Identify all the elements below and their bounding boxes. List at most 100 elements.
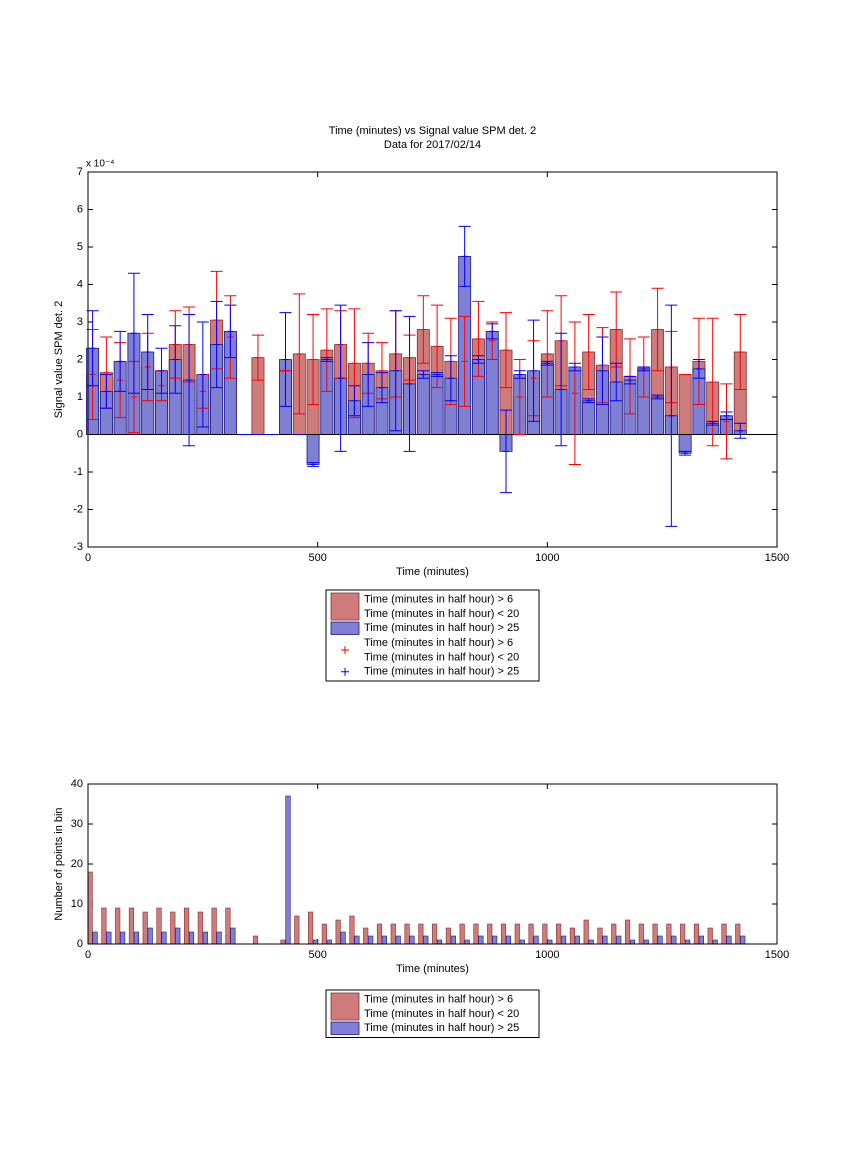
bar bbox=[666, 923, 672, 945]
bar bbox=[230, 927, 236, 945]
legend-label-line: Time (minutes in half hour) < 20 bbox=[364, 651, 519, 663]
y-tick-label: -3 bbox=[73, 541, 83, 553]
legend-label-line: Time (minutes in half hour) < 20 bbox=[364, 1008, 519, 1020]
bar bbox=[629, 939, 636, 945]
y-tick-label: 3 bbox=[77, 316, 83, 328]
x-tick-label: 1500 bbox=[765, 949, 789, 961]
bar bbox=[726, 935, 732, 945]
x-tick-label: 0 bbox=[85, 949, 91, 961]
bar bbox=[101, 907, 107, 945]
bar bbox=[133, 931, 139, 945]
y-tick-label: 6 bbox=[77, 203, 83, 215]
legend-swatch bbox=[330, 1021, 360, 1035]
bar bbox=[335, 919, 341, 945]
bar bbox=[698, 935, 704, 945]
bar bbox=[740, 935, 746, 945]
legend-label-line: Time (minutes in half hour) < 20 bbox=[364, 608, 519, 620]
legend-label-line: Time (minutes in half hour) > 6 bbox=[364, 593, 513, 605]
bar bbox=[588, 939, 594, 945]
bar bbox=[678, 434, 692, 454]
bar bbox=[611, 923, 617, 945]
bar bbox=[547, 939, 553, 945]
legend-swatch bbox=[330, 621, 360, 635]
y-tick-label: -2 bbox=[73, 503, 83, 515]
legend-box bbox=[325, 989, 540, 1038]
y-tick-label: 0 bbox=[77, 938, 83, 950]
bar bbox=[638, 923, 644, 945]
x-tick-label: 0 bbox=[85, 552, 91, 564]
bar bbox=[505, 935, 512, 945]
bar bbox=[312, 939, 319, 945]
bar bbox=[340, 931, 346, 945]
y-tick-label: 7 bbox=[77, 166, 83, 178]
bar bbox=[202, 931, 208, 945]
bar bbox=[306, 434, 320, 465]
x-tick-label: 500 bbox=[308, 949, 326, 961]
bar bbox=[533, 935, 539, 945]
bar bbox=[183, 907, 190, 945]
y-tick-label: 0 bbox=[77, 428, 83, 440]
bar bbox=[188, 931, 195, 945]
legend-label: Time (minutes in half hour) > 6 Time (min… bbox=[364, 593, 519, 620]
bar bbox=[616, 935, 622, 945]
y-tick-label: 5 bbox=[77, 241, 83, 253]
bar bbox=[678, 374, 692, 435]
legend-label: Time (minutes in half hour) > 25 bbox=[364, 622, 519, 634]
bar bbox=[651, 396, 665, 435]
x-tick-label: 1000 bbox=[535, 949, 559, 961]
bar bbox=[624, 919, 631, 945]
bar bbox=[583, 919, 589, 945]
legend-label-line: Time (minutes in half hour) > 6 bbox=[364, 993, 513, 1005]
axes-frame bbox=[87, 783, 778, 945]
bar bbox=[368, 935, 374, 945]
bar bbox=[574, 935, 580, 945]
bar bbox=[418, 923, 424, 945]
bar bbox=[128, 907, 135, 945]
axes-background bbox=[88, 784, 777, 944]
bar bbox=[381, 935, 388, 945]
legend-label: Time (minutes in half hour) > 25 bbox=[364, 666, 519, 678]
bar bbox=[354, 935, 360, 945]
bar bbox=[500, 923, 507, 945]
bar bbox=[142, 911, 148, 945]
bar bbox=[432, 923, 438, 945]
bar bbox=[294, 915, 300, 945]
legend-swatch bbox=[330, 992, 360, 1021]
bar bbox=[197, 911, 203, 945]
legend-label-line: Time (minutes in half hour) > 6 bbox=[364, 637, 513, 649]
y-exponent: x 10⁻⁴ bbox=[86, 159, 114, 170]
legend-label: Time (minutes in half hour) > 25 bbox=[364, 1022, 519, 1034]
bar bbox=[657, 935, 663, 945]
y-tick-label: 20 bbox=[71, 858, 83, 870]
legend-label: Time (minutes in half hour) > 6 Time (min… bbox=[364, 993, 519, 1020]
y-axis-label: Signal value SPM det. 2 bbox=[53, 301, 65, 418]
bar bbox=[120, 931, 126, 945]
legend-box bbox=[325, 589, 540, 682]
bar bbox=[459, 923, 465, 945]
legend-swatch bbox=[330, 592, 360, 621]
axes-frame bbox=[87, 171, 778, 548]
bar bbox=[528, 923, 534, 945]
bar bbox=[464, 939, 470, 945]
bar bbox=[492, 935, 498, 945]
bar bbox=[308, 911, 314, 945]
bar bbox=[514, 923, 520, 945]
bar bbox=[445, 927, 451, 945]
bar bbox=[597, 927, 603, 945]
bar bbox=[395, 935, 401, 945]
bar bbox=[569, 927, 575, 945]
bar bbox=[652, 923, 658, 945]
bar bbox=[225, 907, 231, 945]
bar bbox=[161, 931, 167, 945]
bar bbox=[643, 939, 649, 945]
bar bbox=[106, 931, 112, 945]
bar bbox=[556, 923, 562, 945]
bar bbox=[671, 935, 677, 945]
y-tick-label: 30 bbox=[71, 818, 83, 830]
bar bbox=[712, 939, 718, 945]
bar bbox=[561, 935, 567, 945]
bar bbox=[156, 907, 162, 945]
bar bbox=[326, 939, 332, 945]
x-tick-label: 1500 bbox=[765, 552, 789, 564]
bar bbox=[115, 907, 121, 945]
